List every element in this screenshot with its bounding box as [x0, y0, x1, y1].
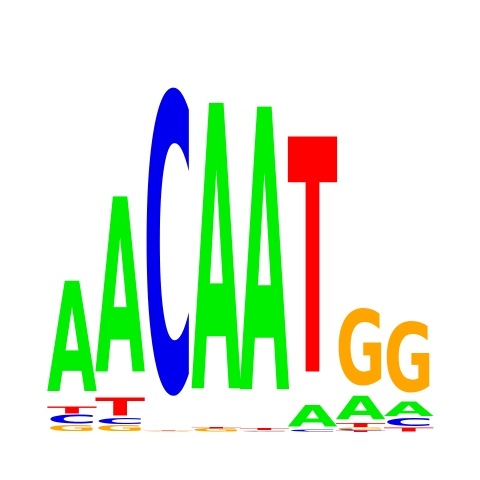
logo-letter-g-pos7: G: [336, 289, 386, 408]
logo-letter-t-pos5: T: [239, 427, 290, 430]
logo-letter-c-pos1: C: [47, 413, 97, 427]
logo-letter-g-pos8: G: [384, 303, 434, 413]
logo-letter-t-pos6: T: [288, 74, 338, 449]
logo-letter-a-pos2: A: [95, 150, 145, 429]
logo-letter-c-pos5: C: [239, 431, 289, 432]
logo-letter-a-pos1: A: [47, 252, 97, 428]
logo-letter-t-pos7: T: [336, 422, 387, 428]
logo-letter-c-pos3: C: [143, 12, 193, 480]
logo-letter-g-pos2: G: [95, 424, 145, 433]
logo-letter-g-pos4: G: [191, 428, 241, 433]
logo-letter-c-pos6: C: [288, 429, 338, 432]
logo-letter-g-pos7: G: [336, 427, 386, 430]
logo-letter-c-pos7: C: [336, 429, 386, 431]
logo-letter-t-pos8: T: [384, 427, 435, 433]
logo-letter-t-pos7: T: [336, 431, 387, 433]
logo-letter-a-pos8: A: [384, 398, 434, 421]
logo-letter-t-pos1: T: [47, 405, 98, 416]
logo-letter-a-pos7: A: [336, 391, 387, 428]
logo-letter-g-pos1: G: [47, 424, 97, 433]
logo-letter-a-pos6: A: [288, 399, 338, 433]
logo-letter-a-pos5: A: [239, 29, 289, 480]
logo-letter-a-pos4: A: [191, 27, 241, 480]
logo-letter-c-pos8: C: [384, 417, 434, 429]
logo-letter-t-pos2: T: [95, 392, 146, 421]
logo-letter-t-pos4: T: [191, 427, 242, 429]
logo-letter-g-pos3: G: [143, 431, 193, 432]
logo-letter-t-pos3: T: [143, 430, 194, 431]
logo-letter-g-pos5: G: [239, 430, 289, 431]
logo-letter-c-pos2: C: [95, 417, 145, 426]
